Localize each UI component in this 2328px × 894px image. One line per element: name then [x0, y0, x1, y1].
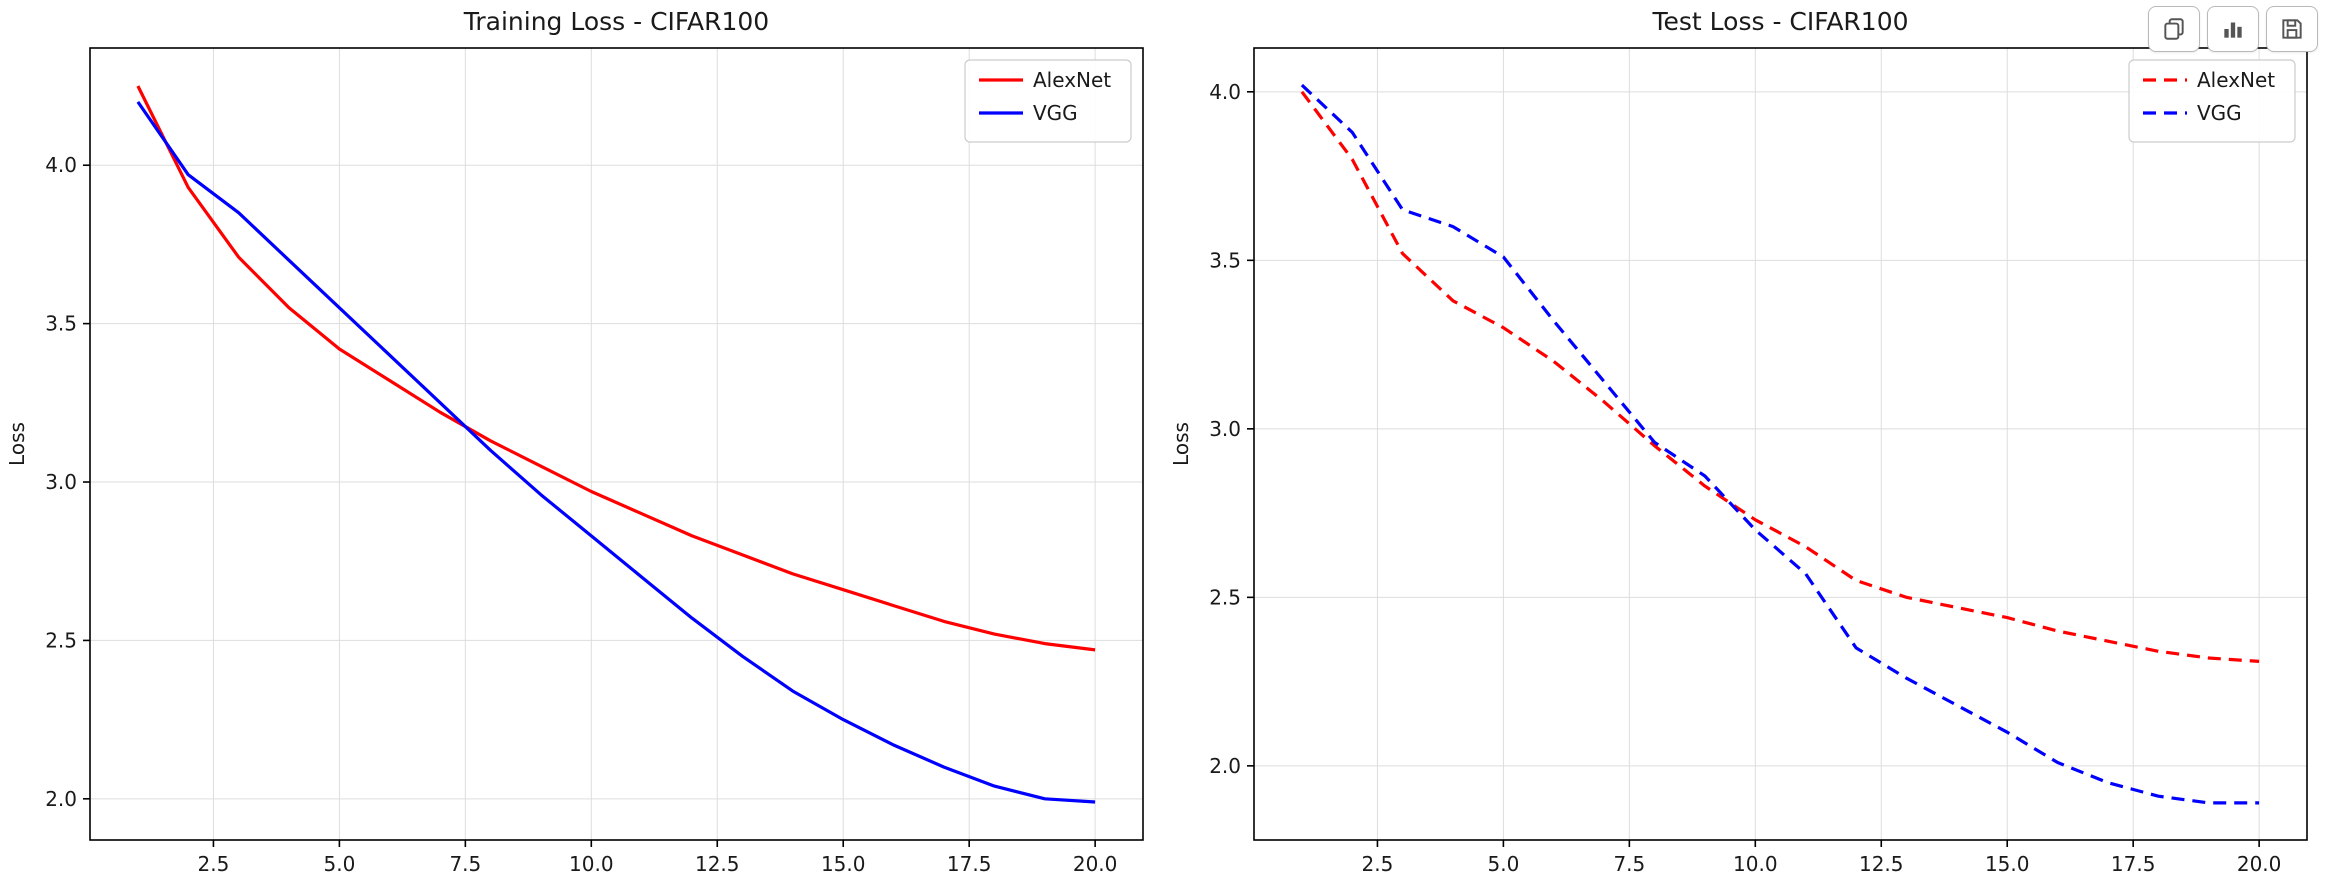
series-line-alexnet: [1300, 90, 2260, 663]
x-axis-tick-label: 17.5: [2111, 852, 2156, 876]
legend-label-alexnet: AlexNet: [1033, 68, 1111, 92]
y-axis-tick-label: 4.0: [1209, 80, 1241, 104]
copy-button[interactable]: [2148, 6, 2200, 52]
y-axis-tick-label: 3.0: [1209, 417, 1241, 441]
bar-chart-icon: [2224, 22, 2242, 38]
y-axis-tick-label: 2.0: [1209, 754, 1241, 778]
series-line-vgg: [1300, 83, 2260, 805]
x-axis-tick-label: 12.5: [1859, 852, 1904, 876]
x-axis-tick-label: 5.0: [1487, 852, 1519, 876]
x-axis-tick-label: 7.5: [1613, 852, 1645, 876]
y-axis-tick-label: 3.5: [1209, 248, 1241, 272]
chart-training-loss: 2.5 5.0 7.5 10.0 12.5 15.0 17.5 20.0 2.0 2.5 3.0 3.…: [5, 7, 1144, 876]
chart-title: Training Loss - CIFAR100: [463, 7, 769, 36]
x-axis-tick-label: 17.5: [947, 852, 992, 876]
save-button[interactable]: [2266, 6, 2318, 52]
x-axis-tick-label: 15.0: [821, 852, 866, 876]
series-line-vgg: [136, 100, 1096, 804]
training-loss-plot: 2.5 5.0 7.5 10.0 12.5 15.0 17.5 20.0 2.0 2.5 3.0 3.…: [5, 7, 1144, 876]
legend-label-alexnet: AlexNet: [2197, 68, 2275, 92]
chart-button[interactable]: [2207, 6, 2259, 52]
test-loss-plot: 2.5 5.0 7.5 10.0 12.5 15.0 17.5 20.0 2.0 2.5 3.0 3.…: [1169, 7, 2308, 876]
y-axis-label: Loss: [5, 422, 29, 466]
legend: AlexNet VGG: [964, 59, 1132, 143]
save-icon: [2282, 19, 2302, 39]
x-axis-tick-label: 5.0: [323, 852, 355, 876]
legend-label-vgg: VGG: [1033, 101, 1078, 125]
axes-spines: [1253, 47, 2308, 841]
x-axis-tick-label: 20.0: [2237, 852, 2282, 876]
chart-title: Test Loss - CIFAR100: [1651, 7, 1908, 36]
legend: AlexNet VGG: [2128, 59, 2296, 143]
axes-spines: [89, 47, 1144, 841]
y-axis-tick-label: 2.0: [45, 787, 77, 811]
y-axis-tick-label: 2.5: [1209, 585, 1241, 609]
y-axis-label: Loss: [1169, 422, 1193, 466]
chart-toolbar: [2148, 6, 2318, 52]
y-axis-tick-label: 4.0: [45, 153, 77, 177]
x-axis-tick-label: 7.5: [449, 852, 481, 876]
x-axis-tick-label: 12.5: [695, 852, 740, 876]
x-axis-tick-label: 10.0: [569, 852, 614, 876]
x-axis-tick-label: 2.5: [1362, 852, 1394, 876]
x-axis-tick-label: 2.5: [198, 852, 230, 876]
y-axis-tick-label: 3.5: [45, 312, 77, 336]
y-axis-tick-label: 2.5: [45, 628, 77, 652]
legend-label-vgg: VGG: [2197, 101, 2242, 125]
x-axis-tick-label: 20.0: [1073, 852, 1118, 876]
copy-icon: [2164, 18, 2184, 40]
chart-test-loss: 2.5 5.0 7.5 10.0 12.5 15.0 17.5 20.0 2.0 2.5 3.0 3.…: [1164, 0, 2328, 894]
x-axis-tick-label: 10.0: [1733, 852, 1778, 876]
y-axis-tick-label: 3.0: [45, 470, 77, 494]
x-axis-tick-label: 15.0: [1985, 852, 2030, 876]
series-line-alexnet: [136, 85, 1096, 652]
